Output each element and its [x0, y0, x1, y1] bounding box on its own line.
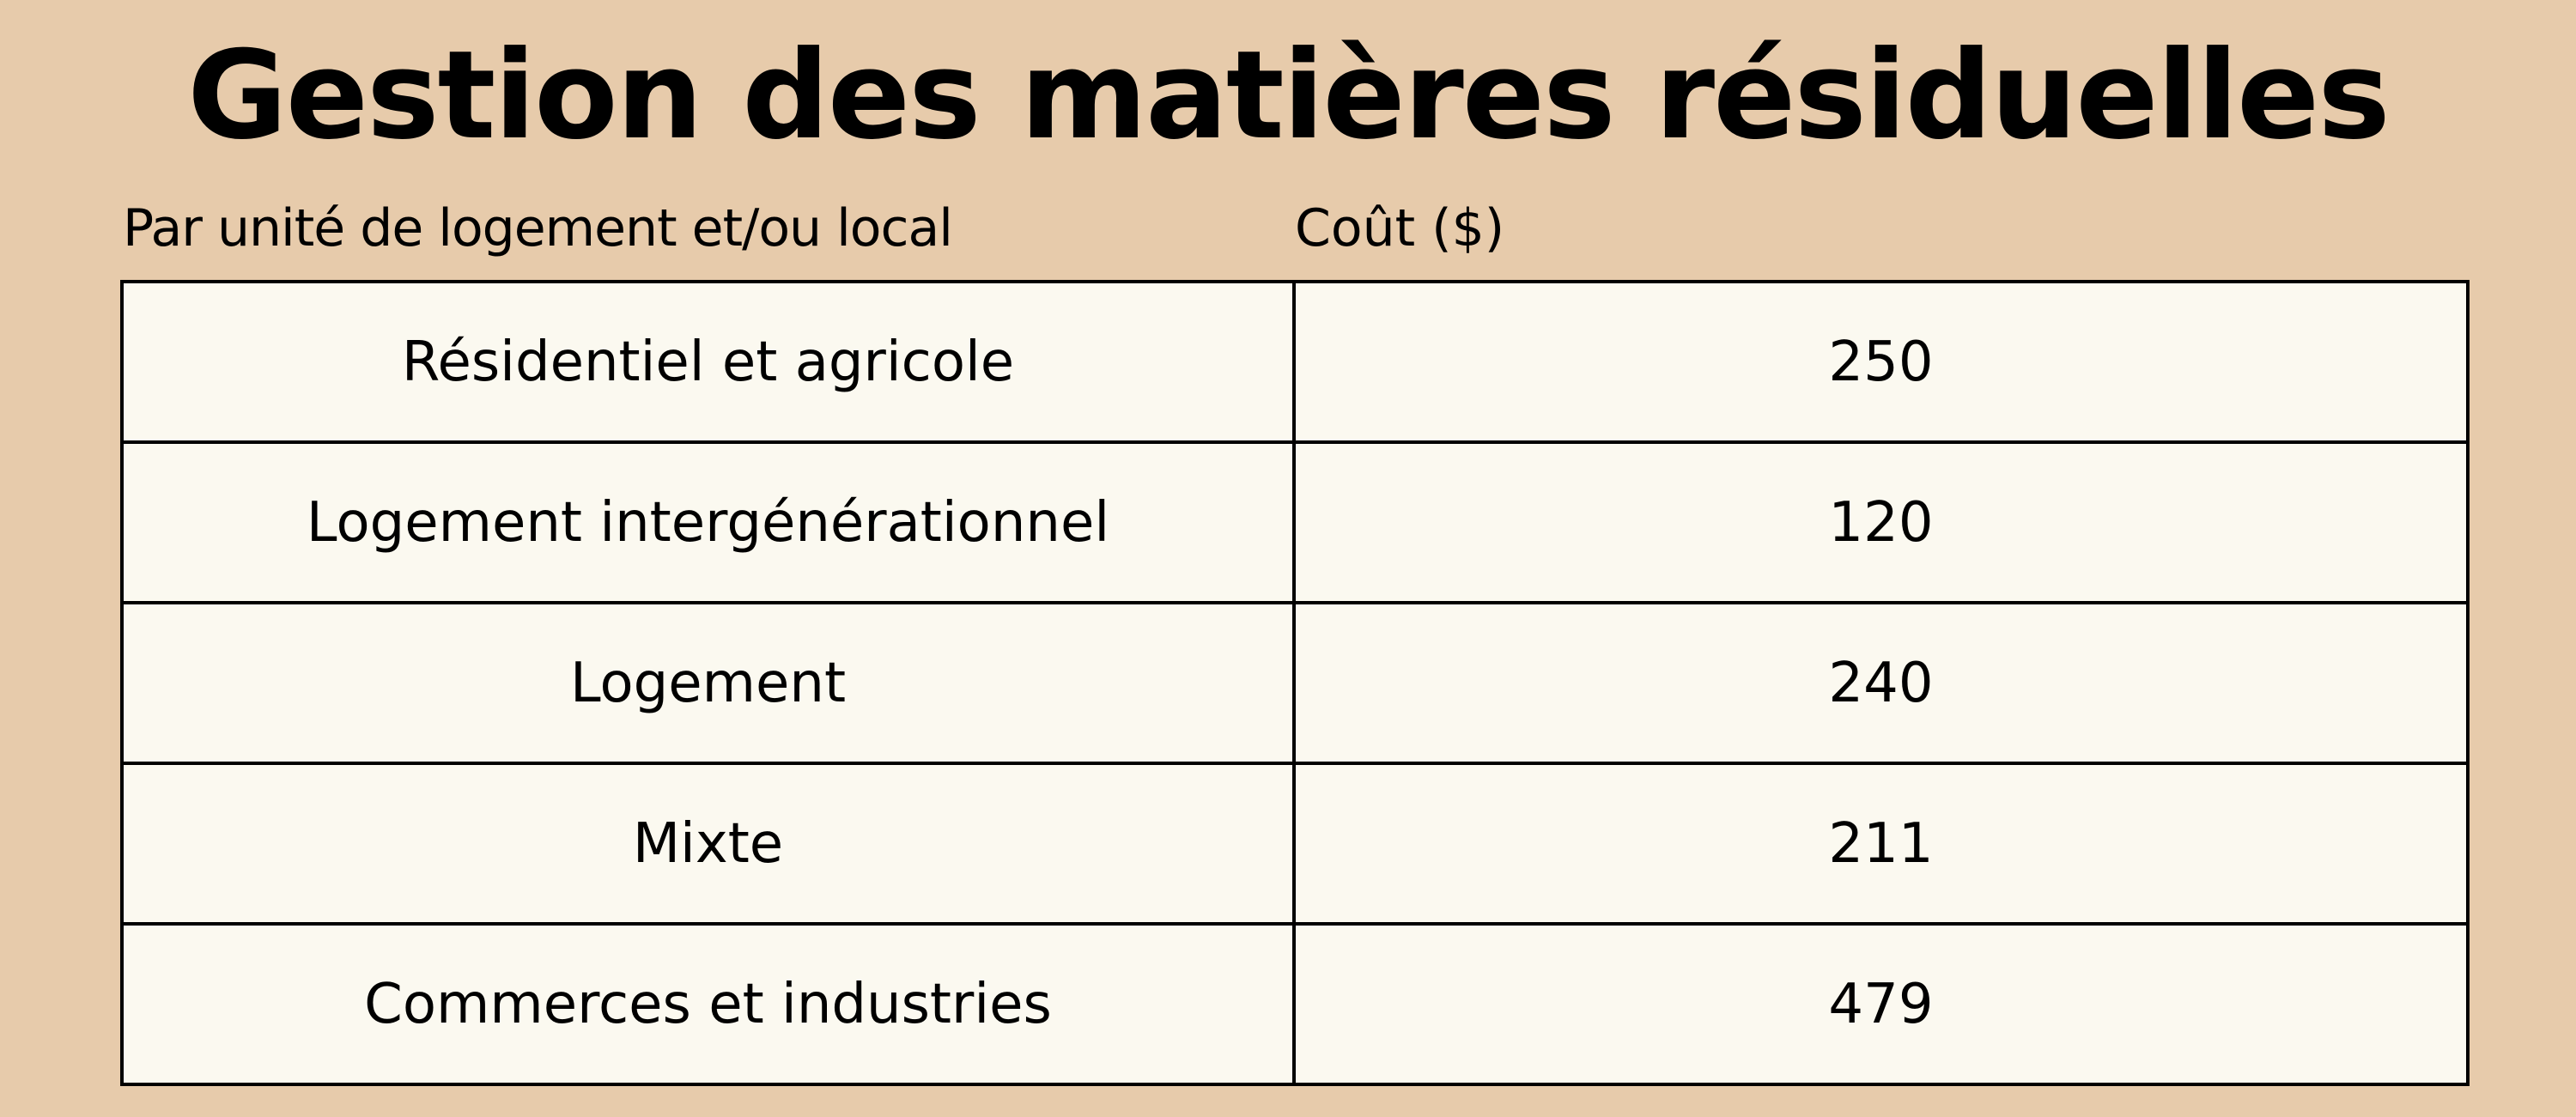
row-category: Logement intergénérationnel [120, 440, 1296, 604]
table-row: Logement intergénérationnel 120 [120, 440, 2470, 604]
table-row: Mixte 211 [120, 762, 2470, 926]
row-cost: 211 [1292, 762, 2470, 926]
column-header-cost: Coût ($) [1295, 198, 1505, 258]
row-category: Commerces et industries [120, 922, 1296, 1086]
cost-table: Résidentiel et agricole 250 Logement int… [120, 280, 2470, 1086]
row-category: Mixte [120, 762, 1296, 926]
column-header-unit: Par unité de logement et/ou local [123, 198, 953, 258]
row-category: Résidentiel et agricole [120, 280, 1296, 444]
row-cost: 120 [1292, 440, 2470, 604]
row-cost: 250 [1292, 280, 2470, 444]
table-row: Commerces et industries 479 [120, 922, 2470, 1086]
table-row: Logement 240 [120, 601, 2470, 765]
row-category: Logement [120, 601, 1296, 765]
row-cost: 479 [1292, 922, 2470, 1086]
table-row: Résidentiel et agricole 250 [120, 280, 2470, 444]
row-cost: 240 [1292, 601, 2470, 765]
page-title: Gestion des matières résiduelles [187, 25, 2391, 167]
